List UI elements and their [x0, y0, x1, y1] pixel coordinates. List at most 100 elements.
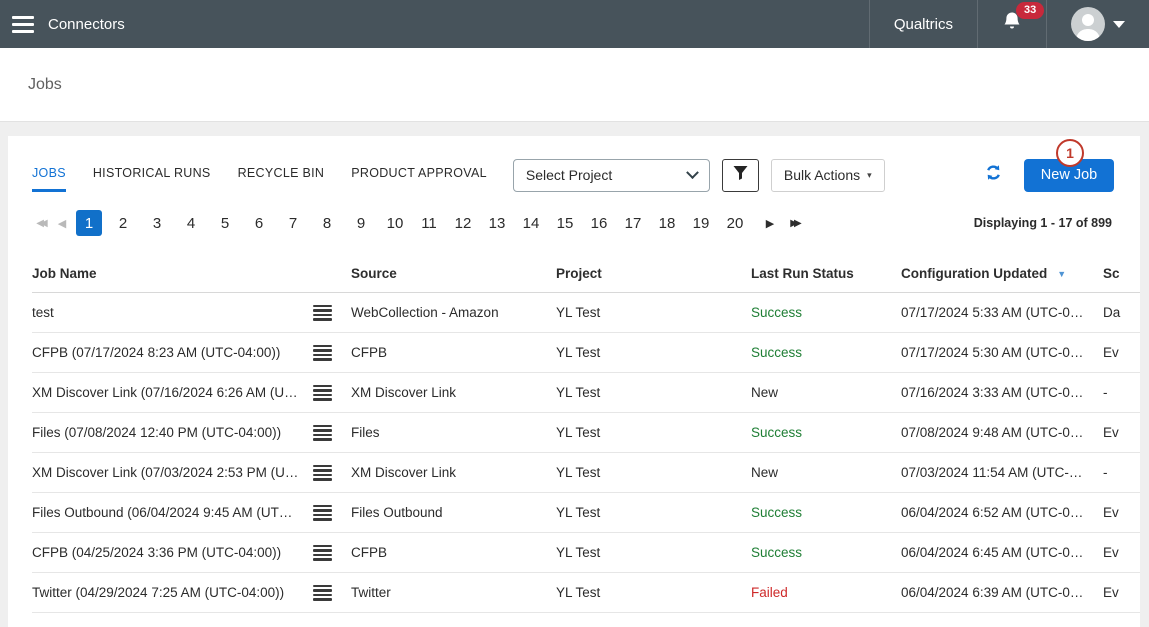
tab-product-approval[interactable]: PRODUCT APPROVAL	[351, 165, 487, 180]
page-button-16[interactable]: 16	[590, 214, 608, 232]
page-button-2[interactable]: 2	[118, 214, 128, 232]
col-header-project[interactable]: Project	[556, 266, 602, 281]
table-row: test WebCollection - Amazon YL Test Success…	[32, 293, 1140, 333]
tabs: JOBS HISTORICAL RUNS RECYCLE BIN PRODUCT AP…	[32, 158, 487, 192]
table-row: Files Outbound (06/04/2024 9:45 AM (UT… F…	[32, 493, 1140, 533]
table-row: Files (07/08/2024 12:40 PM (UTC-04:00)) F…	[32, 413, 1140, 453]
sort-desc-icon: ▼	[1057, 268, 1067, 279]
page-button-10[interactable]: 10	[386, 214, 404, 232]
topbar-right: Qualtrics 33	[868, 0, 1149, 48]
schedule-cell: Da	[1103, 305, 1121, 320]
status-cell: Success	[751, 305, 803, 320]
toolbar: JOBS HISTORICAL RUNS RECYCLE BIN PRODUCT AP…	[32, 158, 1140, 192]
funnel-icon	[732, 164, 749, 186]
page-button-7[interactable]: 7	[288, 214, 298, 232]
schedule-cell: Ev	[1103, 585, 1119, 600]
col-header-configuration-updated[interactable]: Configuration Updated ▼	[901, 266, 1067, 281]
job-name-cell: XM Discover Link (07/16/2024 6:26 AM (U…	[32, 385, 298, 400]
job-menu-cell	[313, 344, 351, 361]
schedule-cell: Ev	[1103, 545, 1119, 560]
table-row: CFPB (04/25/2024 3:36 PM (UTC-04:00)) CFP…	[32, 533, 1140, 573]
col-header-last-run-status[interactable]: Last Run Status	[751, 266, 854, 281]
bulk-actions-button[interactable]: Bulk Actions ▾	[770, 158, 885, 192]
notification-count-badge: 33	[1016, 1, 1045, 19]
tab-historical-runs[interactable]: HISTORICAL RUNS	[92, 165, 211, 180]
row-menu-icon[interactable]	[313, 584, 332, 601]
row-menu-icon[interactable]	[313, 544, 332, 561]
source-cell: Files	[351, 425, 380, 440]
row-menu-icon[interactable]	[313, 464, 332, 481]
table-header-row: Job Name Source Project Last Run Status …	[32, 255, 1140, 293]
row-menu-icon[interactable]	[313, 344, 332, 361]
status-cell: New	[751, 465, 779, 480]
next-page-button[interactable]: ▶	[765, 217, 775, 230]
brand-menu[interactable]: Qualtrics	[868, 0, 977, 48]
page-button-9[interactable]: 9	[356, 214, 366, 232]
page-button-13[interactable]: 13	[488, 214, 506, 232]
page-button-4[interactable]: 4	[186, 214, 196, 232]
first-page-button[interactable]: ◀◀	[36, 218, 48, 229]
refresh-button[interactable]	[985, 164, 1002, 186]
table-row: Twitter (04/29/2024 7:25 AM (UTC-04:00))…	[32, 573, 1140, 613]
job-name-cell: Files (07/08/2024 12:40 PM (UTC-04:00))	[32, 425, 282, 440]
project-cell: YL Test	[556, 305, 601, 320]
source-cell: CFPB	[351, 545, 388, 560]
account-menu[interactable]	[1046, 0, 1149, 48]
page-button-18[interactable]: 18	[658, 214, 676, 232]
row-menu-icon[interactable]	[313, 304, 332, 321]
page-button-14[interactable]: 14	[522, 214, 540, 232]
page-button-8[interactable]: 8	[322, 214, 332, 232]
table-row: CFPB (07/17/2024 8:23 AM (UTC-04:00)) CFP…	[32, 333, 1140, 373]
filter-button[interactable]	[721, 158, 759, 192]
tab-jobs[interactable]: JOBS	[32, 158, 66, 192]
configuration-updated-cell: 06/04/2024 6:39 AM (UTC-0…	[901, 585, 1084, 600]
bell-icon	[1002, 11, 1022, 38]
row-menu-icon[interactable]	[313, 384, 332, 401]
col-header-schedule[interactable]: Sc	[1103, 266, 1120, 281]
page-button-20[interactable]: 20	[726, 214, 744, 232]
schedule-cell: Ev	[1103, 425, 1119, 440]
page-button-12[interactable]: 12	[454, 214, 472, 232]
tab-recycle-bin[interactable]: RECYCLE BIN	[237, 165, 325, 180]
pagination: ◀◀ ◀ 1 2 3 4 5 6 7 8 9 10 11 12 13 14 15 16 17 18 19 20 ▶ ▶…	[32, 209, 1140, 237]
hamburger-menu-icon[interactable]	[0, 15, 46, 33]
notifications-button[interactable]: 33	[977, 0, 1046, 48]
col-header-job-name[interactable]: Job Name	[32, 266, 97, 281]
last-page-button[interactable]: ▶▶	[790, 218, 802, 229]
job-name-cell: Twitter (04/29/2024 7:25 AM (UTC-04:00))	[32, 585, 285, 600]
job-name-cell: Files Outbound (06/04/2024 9:45 AM (UT…	[32, 505, 293, 520]
page-button-5[interactable]: 5	[220, 214, 230, 232]
page-header: Jobs	[0, 48, 1149, 122]
chevron-down-icon	[685, 165, 699, 179]
caret-down-icon: ▾	[867, 169, 872, 180]
status-cell: Success	[751, 545, 803, 560]
page-button-19[interactable]: 19	[692, 214, 710, 232]
brand-label: Qualtrics	[893, 15, 953, 33]
status-cell: Success	[751, 505, 803, 520]
schedule-cell: Ev	[1103, 505, 1119, 520]
pagination-summary: Displaying 1 - 17 of 899	[973, 216, 1112, 230]
job-menu-cell	[313, 584, 351, 601]
chevron-down-icon	[1113, 20, 1125, 28]
project-select[interactable]: Select Project	[512, 158, 710, 192]
row-menu-icon[interactable]	[313, 504, 332, 521]
col-header-source[interactable]: Source	[351, 266, 397, 281]
row-menu-icon[interactable]	[313, 424, 332, 441]
page-button-15[interactable]: 15	[556, 214, 574, 232]
project-cell: YL Test	[556, 345, 601, 360]
page-button-3[interactable]: 3	[152, 214, 162, 232]
page-button-6[interactable]: 6	[254, 214, 264, 232]
job-menu-cell	[313, 384, 351, 401]
job-menu-cell	[313, 544, 351, 561]
configuration-updated-cell: 07/17/2024 5:30 AM (UTC-0…	[901, 345, 1084, 360]
source-cell: Twitter	[351, 585, 391, 600]
page-button-11[interactable]: 11	[421, 214, 437, 232]
bulk-actions-label: Bulk Actions	[783, 167, 861, 183]
source-cell: Files Outbound	[351, 505, 443, 520]
page-button-17[interactable]: 17	[624, 214, 642, 232]
new-job-button[interactable]: New Job	[1024, 158, 1114, 192]
prev-page-button[interactable]: ◀	[57, 217, 67, 230]
source-cell: WebCollection - Amazon	[351, 305, 499, 320]
schedule-cell: -	[1103, 385, 1108, 400]
page-button-1[interactable]: 1	[76, 210, 102, 236]
